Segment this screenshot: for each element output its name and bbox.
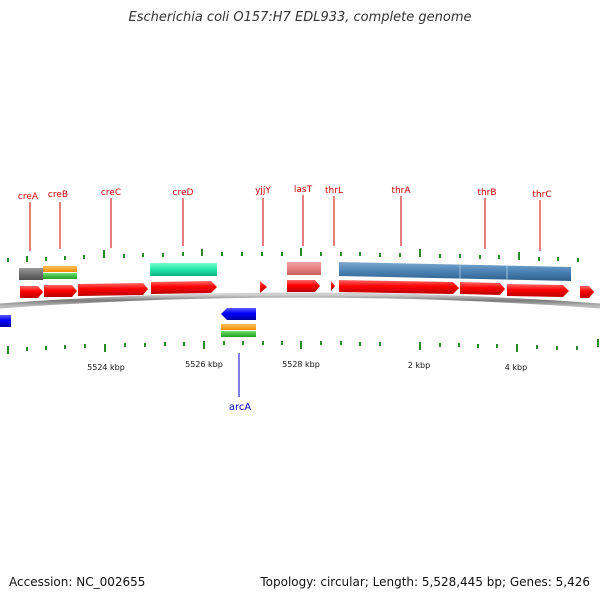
gene-arrow-1 <box>20 286 43 298</box>
lower-tick-ruler <box>7 339 599 354</box>
gene-arrow-4 <box>151 281 217 294</box>
reverse-gene-arrows <box>0 308 256 337</box>
gene-label-creD: creD <box>173 188 194 198</box>
gene-label-thrA: thrA <box>391 186 411 196</box>
gene-arrow-5 <box>260 281 267 293</box>
gene-arrow-3 <box>78 283 148 296</box>
gene-arrow-2 <box>44 285 77 297</box>
feature-block-arcA-orange <box>221 324 256 330</box>
axis-label-2kbp: 2 kbp <box>408 361 430 370</box>
axis-label-5524kbp: 5524 kbp <box>87 363 125 372</box>
genome-backbone <box>0 292 600 309</box>
axis-label-5526kbp: 5526 kbp <box>185 360 223 369</box>
gene-arrow-9 <box>460 282 505 295</box>
feature-block-arcA-green <box>221 331 256 337</box>
gene-arrow-7 <box>331 281 335 291</box>
gene-arrow-8 <box>339 280 459 294</box>
gene-label-arcA: arcA <box>229 402 252 413</box>
gene-label-thrC: thrC <box>532 190 551 200</box>
gene-label-thrL: thrL <box>325 186 343 196</box>
genome-title: Escherichia coli O157:H7 EDL933, complet… <box>128 10 472 25</box>
gene-label-thrB: thrB <box>477 188 496 198</box>
genome-summary-text: Topology: circular; Length: 5,528,445 bp… <box>260 575 590 589</box>
gene-label-creC: creC <box>101 188 121 198</box>
gene-arrow-arcA <box>221 308 256 320</box>
feature-block-gray <box>19 268 43 280</box>
gene-label-lasT: lasT <box>294 185 313 195</box>
gene-arrow-11 <box>580 286 594 298</box>
axis-label-4kbp: 4 kbp <box>505 363 527 372</box>
feature-block-orange-green <box>43 266 77 279</box>
feature-block-steel <box>339 262 571 281</box>
upper-tick-ruler <box>7 248 579 262</box>
gene-label-yjjY: yjjY <box>255 186 271 196</box>
gene-arrow-left-edge <box>0 315 11 327</box>
feature-block-pink <box>287 262 321 275</box>
gene-label-creA: creA <box>18 192 39 202</box>
axis-label-5528kbp: 5528 kbp <box>282 360 320 369</box>
gene-label-creB: creB <box>48 190 68 200</box>
feature-block-teal <box>150 263 217 276</box>
gene-arrow-6 <box>287 280 320 292</box>
gene-arrow-10 <box>507 284 569 297</box>
accession-text: Accession: NC_002655 <box>9 575 146 589</box>
forward-gene-arrows <box>20 280 594 298</box>
